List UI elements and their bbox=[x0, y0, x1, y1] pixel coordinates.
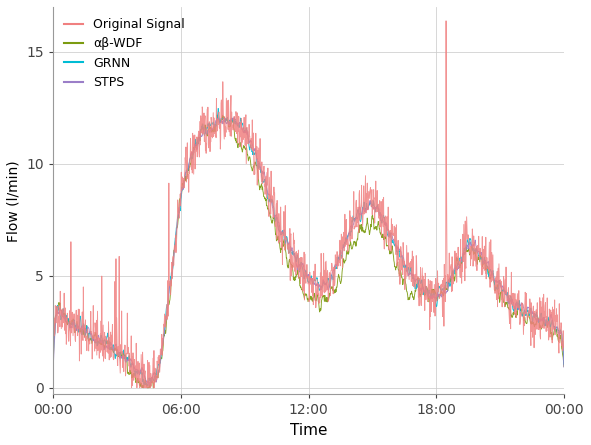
STPS bbox=[560, 364, 567, 370]
Original Signal bbox=[50, 340, 57, 345]
GRNN bbox=[501, 289, 508, 294]
αβ-WDF bbox=[164, 313, 171, 319]
STPS bbox=[388, 233, 395, 238]
GRNN bbox=[560, 362, 567, 367]
GRNN bbox=[144, 383, 151, 388]
Original Signal bbox=[560, 344, 567, 350]
Legend: Original Signal, αβ-WDF, GRNN, STPS: Original Signal, αβ-WDF, GRNN, STPS bbox=[60, 13, 190, 94]
αβ-WDF bbox=[221, 117, 228, 122]
STPS bbox=[151, 371, 158, 376]
GRNN bbox=[151, 373, 158, 379]
STPS bbox=[50, 368, 57, 373]
X-axis label: Time: Time bbox=[290, 423, 327, 438]
αβ-WDF bbox=[139, 385, 147, 390]
STPS bbox=[164, 309, 171, 314]
αβ-WDF bbox=[213, 112, 220, 117]
GRNN bbox=[50, 358, 57, 363]
Original Signal bbox=[220, 137, 228, 142]
GRNN bbox=[388, 240, 395, 245]
GRNN bbox=[215, 106, 222, 111]
Original Signal bbox=[501, 276, 508, 282]
Line: GRNN: GRNN bbox=[53, 109, 564, 385]
Original Signal bbox=[443, 18, 450, 24]
STPS bbox=[501, 285, 508, 291]
Y-axis label: Flow (l/min): Flow (l/min) bbox=[7, 160, 21, 242]
Line: STPS: STPS bbox=[53, 117, 564, 385]
αβ-WDF bbox=[388, 243, 395, 248]
STPS bbox=[455, 264, 462, 269]
Line: Original Signal: Original Signal bbox=[53, 21, 564, 388]
STPS bbox=[146, 383, 153, 388]
Original Signal bbox=[388, 236, 395, 241]
STPS bbox=[220, 118, 228, 123]
αβ-WDF bbox=[455, 262, 462, 267]
GRNN bbox=[221, 117, 228, 123]
Original Signal bbox=[128, 385, 135, 390]
αβ-WDF bbox=[50, 364, 57, 369]
αβ-WDF bbox=[501, 300, 508, 305]
αβ-WDF bbox=[151, 377, 158, 383]
Line: αβ-WDF: αβ-WDF bbox=[53, 115, 564, 388]
GRNN bbox=[164, 302, 171, 307]
Original Signal bbox=[455, 259, 462, 264]
Original Signal bbox=[164, 302, 171, 307]
STPS bbox=[230, 114, 238, 120]
Original Signal bbox=[151, 375, 158, 380]
GRNN bbox=[455, 259, 462, 264]
αβ-WDF bbox=[560, 364, 567, 369]
